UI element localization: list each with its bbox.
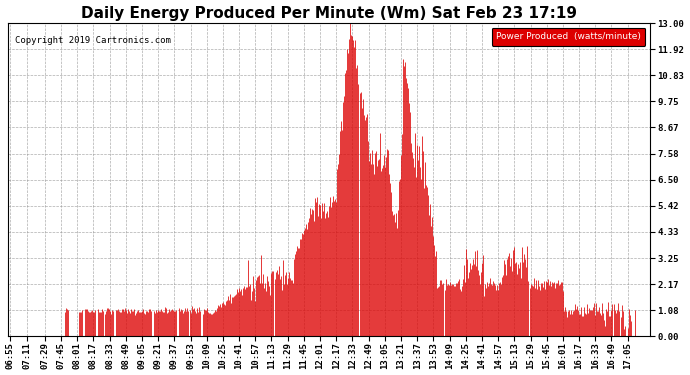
Text: Copyright 2019 Cartronics.com: Copyright 2019 Cartronics.com — [14, 36, 170, 45]
Legend: Power Produced  (watts/minute): Power Produced (watts/minute) — [491, 28, 645, 46]
Title: Daily Energy Produced Per Minute (Wm) Sat Feb 23 17:19: Daily Energy Produced Per Minute (Wm) Sa… — [81, 6, 577, 21]
